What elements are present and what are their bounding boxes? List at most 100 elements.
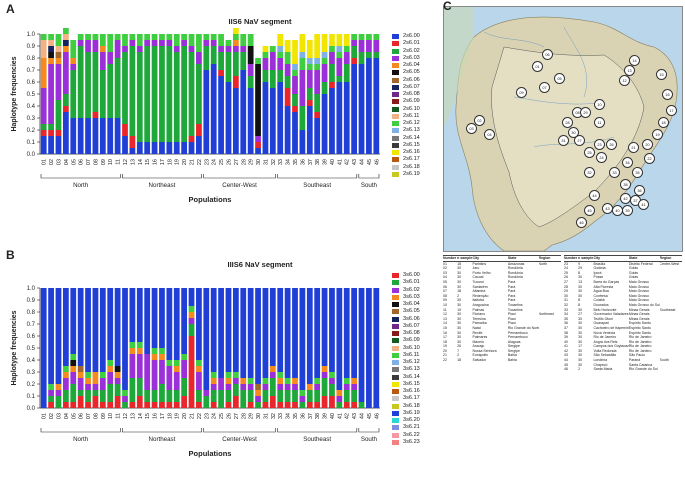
table-cell: Distrito Federal <box>628 261 653 266</box>
map-marker-19: 19 <box>652 129 663 140</box>
table-cell: Mato Grosso do Sul <box>628 302 660 307</box>
x-tick-label: 20 <box>182 413 188 419</box>
bar-segment-2s6.03-pop-19 <box>173 46 180 52</box>
region-bracket <box>40 174 121 179</box>
table-cell: Palmares <box>472 335 488 340</box>
bar-segment-2s6.00-pop-05 <box>70 118 77 154</box>
bar-segment-3s6.11-pop-10 <box>107 360 114 366</box>
map-marker-38: 38 <box>620 179 631 190</box>
bar-segment-3s6.00-pop-43 <box>351 402 358 408</box>
legend-entry: 3s6.17 <box>392 395 420 402</box>
brazil-map: 01 02 03 04 05 06 07 08 09 10 11 12 13 14 15 16 17 18 19 20… <box>443 6 683 252</box>
bar-segment-2s6.03-pop-37 <box>306 70 313 88</box>
table-cell: 30 <box>578 362 583 367</box>
x-tick-label: 18 <box>167 413 173 419</box>
table-cell: 30 <box>457 321 462 326</box>
bar-segment-3s6.19-pop-23 <box>203 288 210 390</box>
bar-segment-3s6.02-pop-43 <box>351 384 358 390</box>
bar-segment-3s6.00-pop-04 <box>62 402 69 408</box>
table-cell: Amazonas <box>507 261 525 266</box>
bar-segment-2s6.03-pop-14 <box>136 46 143 52</box>
region-bracket <box>40 428 121 433</box>
bar-segment-2s6.02-pop-23 <box>203 46 210 70</box>
table-row: 13 30 Teresina Piauí <box>443 317 561 322</box>
bar-segment-3s6.02-pop-08 <box>92 384 99 390</box>
table-cell: Espírito Santo <box>628 325 651 330</box>
bar-segment-2s6.03-pop-21 <box>188 46 195 52</box>
table-row: 45 30 Chapecó Santa Catarina <box>564 363 682 368</box>
table-row: 38 30 Nova Venécia Espírito Santo <box>564 331 682 336</box>
table-cell: 07 <box>443 289 447 294</box>
x-tick-label: 15 <box>145 159 151 165</box>
x-tick-label: 29 <box>249 159 255 165</box>
table-cell: 30 <box>564 293 568 298</box>
bar-segment-2s6.12-pop-27 <box>232 34 239 40</box>
bar-segment-3s6.11-pop-16 <box>151 348 158 354</box>
region-bracket <box>358 174 380 179</box>
y-tick-label: 0.5 <box>27 92 36 98</box>
table-cell: Palmas <box>472 307 485 312</box>
bar-segment-2s6.03-pop-43 <box>351 40 358 46</box>
x-tick-label: 25 <box>219 159 225 165</box>
legend-label: 3s6.11 <box>403 351 420 358</box>
bar-segment-2s6.03-pop-40 <box>329 52 335 64</box>
legend-entry: 2s6.14 <box>392 135 420 142</box>
x-tick-label: 32 <box>271 413 277 419</box>
bar-segment-2s6.00-pop-23 <box>203 70 210 154</box>
bar-segment-3s6.04-pop-05 <box>70 360 77 366</box>
table-cell: Alagoas <box>507 339 521 344</box>
region-label: Southeast <box>303 436 331 443</box>
bar-segment-2s6.00-pop-40 <box>329 88 335 154</box>
table-cell: 30 <box>457 339 462 344</box>
x-tick-label: 18 <box>167 159 173 165</box>
bar-segment-2s6.12-pop-39 <box>321 58 328 64</box>
table-cell: Belo Horizonte <box>593 307 617 312</box>
bar-segment-3s6.01-pop-03 <box>55 396 62 408</box>
x-tick-label: 27 <box>234 159 240 165</box>
bar-segment-2s6.02-pop-14 <box>136 52 143 142</box>
legend-label: 3s6.16 <box>403 388 420 394</box>
bar-segment-3s6.05-pop-06 <box>77 366 84 372</box>
bar-segment-2s6.02-pop-10 <box>107 64 114 118</box>
table-cell: Rondônia <box>507 266 523 271</box>
table-cell: Mato Grosso <box>628 279 649 284</box>
bar-segment-2s6.16-pop-31 <box>262 46 269 52</box>
bar-segment-3s6.19-pop-05 <box>70 288 77 354</box>
bar-segment-2s6.13-pop-38 <box>314 58 321 64</box>
table-row: 15 30 Natal Rio Grande do Norte <box>443 326 561 331</box>
legend-label: 3s6.02 <box>403 286 420 293</box>
legend-swatch <box>392 410 399 416</box>
legend-entry: 3s6.08 <box>392 330 420 337</box>
bar-segment-2s6.00-pop-11 <box>114 118 121 154</box>
x-tick-label: 30 <box>256 159 262 165</box>
bar-segment-3s6.19-pop-31 <box>262 288 269 378</box>
table-cell: 26 <box>457 344 462 349</box>
bar-segment-3s6.19-pop-11 <box>114 288 121 366</box>
table-header-cell: State <box>507 256 517 260</box>
bar-segment-2s6.03-pop-06 <box>77 40 84 46</box>
map-marker-16: 16 <box>662 89 673 100</box>
legend-entry: 2s6.03 <box>392 55 420 62</box>
x-tick-label: 25 <box>219 413 225 419</box>
bar-segment-2s6.00-pop-44 <box>358 64 365 154</box>
table-cell: Tucuruí <box>472 279 485 284</box>
bar-segment-3s6.00-pop-05 <box>70 402 77 408</box>
y-tick-label: 0.3 <box>27 370 36 376</box>
bar-segment-2s6.00-pop-41 <box>336 82 343 154</box>
bar-segment-2s6.12-pop-38 <box>314 64 321 70</box>
bar-segment-3s6.19-pop-06 <box>77 288 84 366</box>
legend-label: 3s6.08 <box>403 330 420 336</box>
table-cell: 27 <box>564 279 568 284</box>
legend-entry: 3s6.01 <box>392 279 420 286</box>
bar-segment-3s6.02-pop-26 <box>225 384 232 390</box>
bar-segment-3s6.02-pop-27 <box>232 378 239 384</box>
bar-segment-2s6.16-pop-27 <box>232 28 239 34</box>
x-tick-label: 17 <box>160 413 166 419</box>
bar-segment-2s6.13-pop-41 <box>336 46 343 52</box>
x-tick-label: 43 <box>352 413 358 419</box>
table-cell: Recife <box>472 330 483 335</box>
bar-segment-2s6.12-pop-35 <box>292 70 298 76</box>
bar-segment-3s6.00-pop-32 <box>269 396 276 408</box>
table-cell: 8 <box>578 298 581 303</box>
bar-segment-3s6.02-pop-28 <box>240 384 247 390</box>
